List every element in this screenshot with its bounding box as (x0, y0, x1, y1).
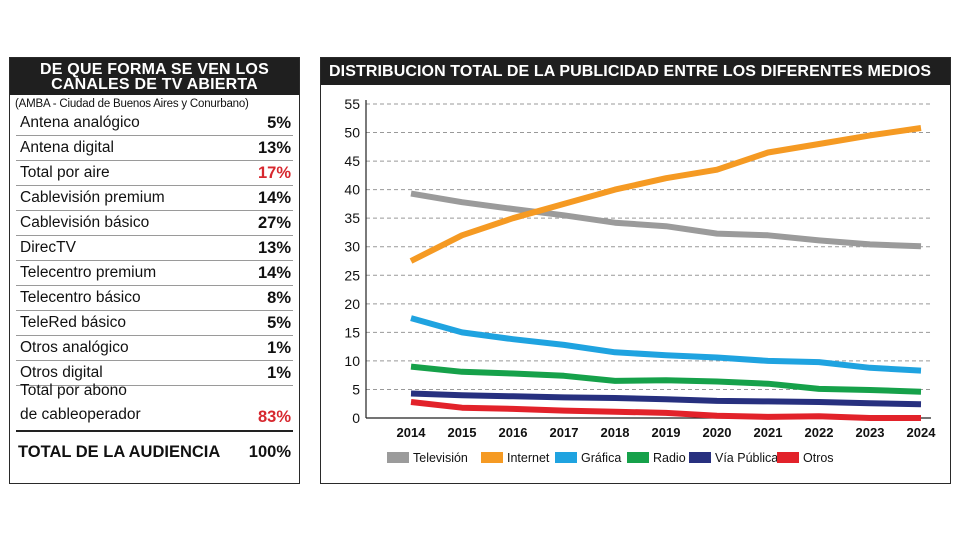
legend-swatch (777, 452, 799, 463)
row-value: 27% (257, 213, 291, 232)
table-row: Otros digital 1% (16, 361, 293, 386)
legend-layer: Televisión Internet Gráfica Radio Vía Públic… (387, 451, 834, 465)
y-tick-label: 50 (344, 125, 360, 141)
row-value: 13% (257, 238, 291, 257)
series-line-v-a-p-blica (410, 390, 922, 408)
legend-label: Otros (803, 451, 834, 465)
ad-distribution-chart: DISTRIBUCION TOTAL DE LA PUBLICIDAD ENTR… (320, 57, 951, 484)
row-value: 14% (257, 188, 291, 207)
x-tick-label: 2021 (754, 425, 783, 440)
x-tick-label: 2023 (856, 425, 885, 440)
table-row: Otros analógico 1% (16, 336, 293, 361)
table-row: Cablevisión premium 14% (16, 186, 293, 211)
table-rows: Antena analógico 5% Antena digital 13% Tot… (16, 111, 293, 472)
y-tick-label: 25 (344, 267, 360, 283)
axis-layer: 0 5 10 15 20 25 30 35 40 45 50 55 2014 2015 2016 2017 20… (344, 96, 936, 440)
table-row: TeleRed básico 5% (16, 311, 293, 336)
row-value: 5% (267, 113, 291, 132)
x-tick-label: 2024 (907, 425, 937, 440)
row-label: Total por aire (20, 164, 110, 181)
series-line-internet (409, 125, 922, 264)
table-row: Antena digital 13% (16, 136, 293, 161)
grid-layer (366, 103, 931, 390)
row-value: 14% (257, 263, 291, 282)
row-label: Otros analógico (20, 339, 129, 356)
row-label: TeleRed básico (20, 314, 126, 331)
audience-table: DE QUE FORMA SE VEN LOS CANALES DE TV AB… (9, 57, 300, 484)
y-tick-label: 20 (344, 296, 360, 312)
y-tick-label: 45 (344, 153, 360, 169)
y-tick-label: 35 (344, 210, 360, 226)
y-tick-label: 30 (344, 239, 360, 255)
y-tick-label: 5 (352, 381, 360, 397)
series-line-otros (410, 399, 921, 421)
table-row: Antena analógico 5% (16, 111, 293, 136)
table-subtitle: (AMBA - Ciudad de Buenos Aires y Conurba… (15, 98, 249, 110)
series-line-televisi-n (410, 190, 922, 250)
table-title: DE QUE FORMA SE VEN LOS CANALES DE TV AB… (10, 58, 299, 95)
total-label: TOTAL DE LA AUDIENCIA (18, 442, 221, 461)
y-tick-label: 55 (344, 96, 360, 112)
table-row-abono: Total por abono de cableoperador 83% (16, 382, 293, 432)
row-label: Antena analógico (20, 114, 140, 131)
legend-label: Vía Pública (715, 451, 778, 465)
row-label: Antena digital (20, 139, 114, 156)
x-tick-label: 2018 (601, 425, 630, 440)
table-row: Telecentro premium 14% (16, 261, 293, 286)
table-row-total: TOTAL DE LA AUDIENCIA 100% (16, 432, 293, 472)
legend-label: Radio (653, 451, 686, 465)
row-label: Telecentro básico (20, 289, 141, 306)
row-value: 17% (257, 163, 291, 182)
row-label: Total por abono de cableoperador (16, 379, 141, 427)
y-tick-label: 10 (344, 353, 360, 369)
x-tick-label: 2019 (652, 425, 681, 440)
x-tick-label: 2014 (397, 425, 427, 440)
series-line-gr-fica (410, 315, 922, 374)
row-label: Cablevisión básico (20, 214, 150, 231)
row-value: 1% (267, 363, 291, 382)
x-tick-label: 2015 (448, 425, 477, 440)
table-row: Total por aire 17% (16, 161, 293, 186)
line-chart-svg: 0 5 10 15 20 25 30 35 40 45 50 55 2014 2015 2016 2017 20… (344, 96, 936, 465)
legend-swatch (627, 452, 649, 463)
row-label: Cablevisión premium (20, 189, 165, 206)
legend-swatch (555, 452, 577, 463)
table-row: Cablevisión básico 27% (16, 211, 293, 236)
legend-swatch (689, 452, 711, 463)
legend-swatch (387, 452, 409, 463)
row-value: 5% (267, 313, 291, 332)
row-label: Otros digital (20, 364, 103, 381)
row-value: 8% (267, 288, 291, 307)
row-label: Telecentro premium (20, 264, 157, 281)
y-tick-label: 15 (344, 324, 360, 340)
table-row: DirecTV 13% (16, 236, 293, 261)
y-tick-label: 0 (352, 410, 360, 426)
y-tick-label: 40 (344, 182, 360, 198)
series-layer (409, 125, 922, 421)
x-tick-label: 2020 (703, 425, 732, 440)
table-row: Telecentro básico 8% (16, 286, 293, 311)
legend-label: Gráfica (581, 451, 621, 465)
abono-label-line2: de cableoperador (20, 406, 141, 423)
legend-label: Internet (507, 451, 550, 465)
x-tick-label: 2022 (805, 425, 834, 440)
total-value: 100% (248, 442, 291, 461)
x-tick-label: 2016 (499, 425, 528, 440)
legend-swatch (481, 452, 503, 463)
abono-value: 83% (257, 408, 291, 426)
abono-label-line1: Total por abono (20, 382, 127, 399)
x-tick-label: 2017 (550, 425, 579, 440)
series-line-radio (410, 363, 922, 395)
legend-label: Televisión (413, 451, 468, 465)
row-value: 1% (267, 338, 291, 357)
row-value: 13% (257, 138, 291, 157)
chart-title: DISTRIBUCION TOTAL DE LA PUBLICIDAD ENTR… (321, 58, 950, 85)
row-label: DirecTV (20, 239, 76, 256)
